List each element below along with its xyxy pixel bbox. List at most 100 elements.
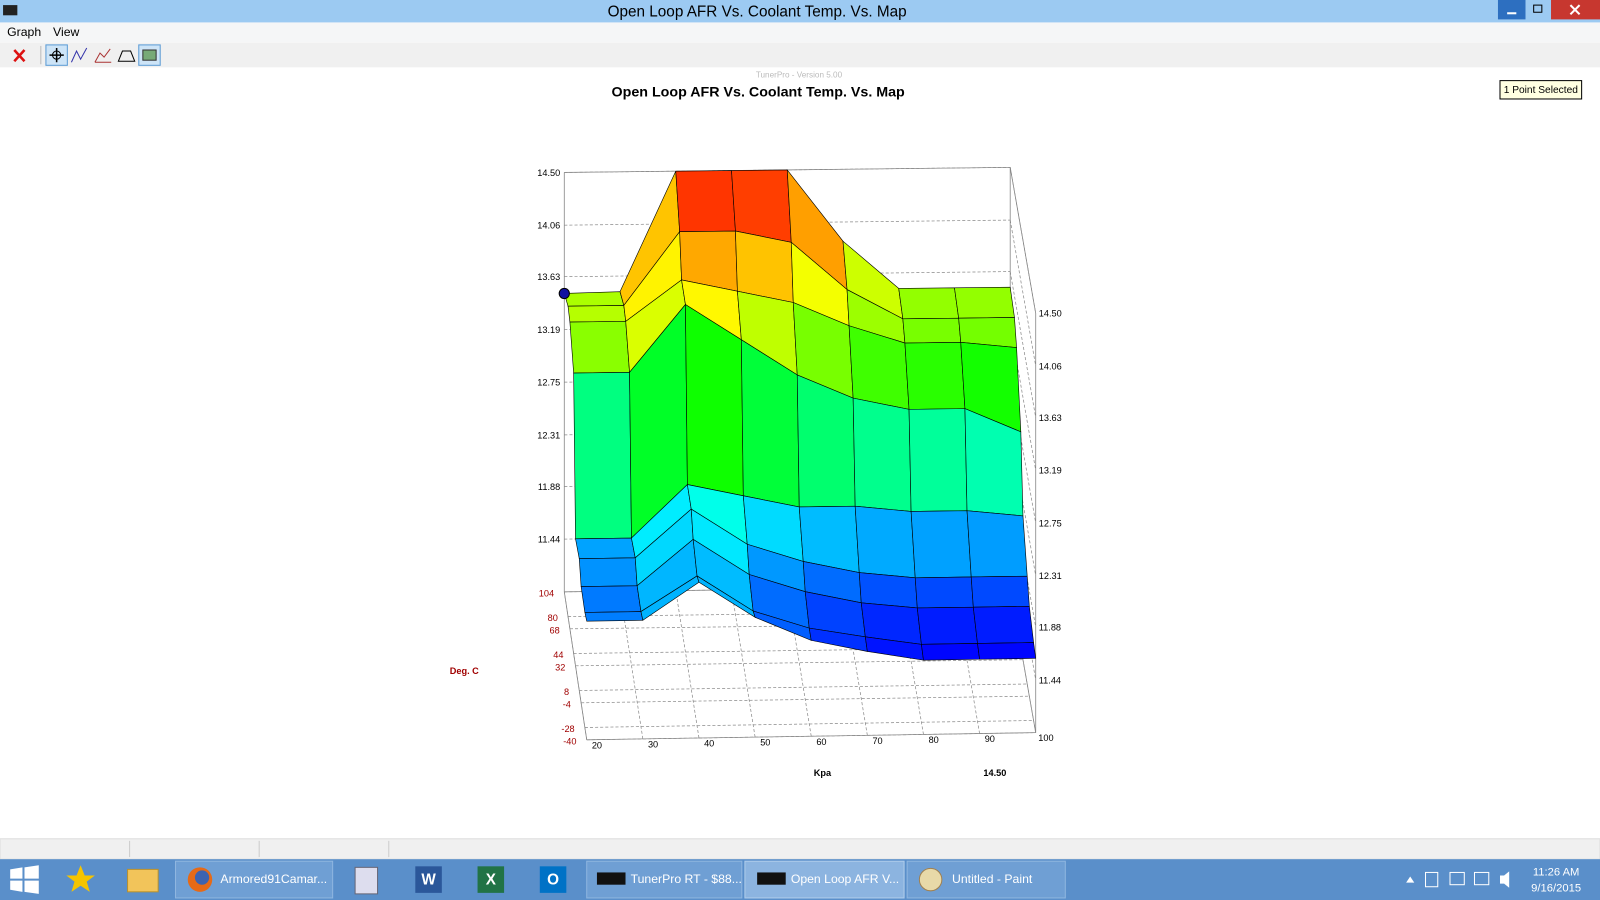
taskbar-label: Armored91Camar...: [220, 872, 327, 886]
grid-line: [584, 720, 1034, 728]
excel-icon[interactable]: [477, 866, 505, 893]
status-bar: [0, 838, 1600, 860]
x-tick-label: 40: [704, 739, 714, 749]
surface-patch: [921, 643, 980, 661]
x-tick-label: 60: [816, 737, 826, 747]
window-title: Open Loop AFR Vs. Coolant Temp. Vs. Map: [608, 3, 907, 20]
grid-line: [1009, 376, 1037, 524]
y-tick-label: -40: [563, 736, 576, 746]
y-tick-label: 8: [564, 687, 569, 697]
x-tick-label: 50: [760, 738, 770, 748]
grid-line: [1009, 271, 1037, 418]
surface-patch: [916, 606, 978, 645]
grid-line: [564, 219, 1011, 226]
selection-box: [1499, 80, 1583, 100]
grid-line: [1009, 220, 1037, 367]
menu-bar: [0, 22, 1600, 43]
grid-line: [575, 659, 1023, 667]
status-separators: [129, 840, 390, 858]
graph-area: TunerPro - Version 5.00 Open Loop AFR Vs…: [450, 71, 1583, 778]
y-tick-label: 104: [539, 588, 554, 598]
surface-patch: [575, 537, 636, 559]
surface-patch: [735, 230, 794, 303]
surface-patch: [567, 305, 627, 323]
z-tick-label: 14.50: [1039, 309, 1062, 319]
selection-label: 1 Point Selected: [1504, 85, 1579, 96]
y-tick-label: -4: [563, 699, 571, 709]
z-tick-label: 11.44: [1039, 675, 1061, 685]
surface-patch: [580, 585, 642, 613]
surface-patch: [854, 505, 916, 579]
volume-icon[interactable]: [1500, 871, 1510, 888]
restore-icon: [1533, 4, 1543, 13]
paint-icon: [918, 867, 943, 892]
z-tick-label: 12.75: [537, 378, 560, 388]
explorer-icon[interactable]: [127, 868, 159, 893]
title-bar: [0, 0, 1600, 23]
outlook-icon[interactable]: [539, 866, 567, 893]
tunerpro-icon: [596, 872, 626, 885]
print-button[interactable]: [117, 50, 136, 62]
surface-patch: [954, 286, 1015, 319]
x-tick-label: 90: [985, 734, 995, 744]
selected-point: [558, 287, 570, 300]
surface-patch: [972, 605, 1034, 644]
y-tick-label: 44: [553, 650, 563, 660]
x-tick-label: 20: [592, 740, 602, 750]
tray-icon[interactable]: [1449, 871, 1465, 886]
x-tick-label: 70: [872, 736, 882, 746]
grid-line: [581, 695, 1030, 704]
surface-patch: [914, 576, 974, 609]
z-tick-label: 11.44: [538, 535, 560, 545]
minimize-button[interactable]: [1497, 0, 1526, 20]
word-icon[interactable]: [415, 866, 442, 893]
taskbar-label: TunerPro RT - $88...: [631, 872, 742, 886]
grid-line: [1009, 324, 1037, 471]
calculator-icon[interactable]: [354, 866, 379, 895]
graph-tool-button[interactable]: [94, 48, 112, 63]
grid-line: [731, 589, 756, 738]
surface-patch: [584, 611, 644, 622]
clock-time[interactable]: 11:26 AM: [1533, 866, 1580, 878]
z-tick-label: 11.88: [1039, 623, 1061, 633]
graph-tool-button[interactable]: [70, 47, 88, 63]
toolbar: [0, 42, 1600, 68]
favorites-icon[interactable]: [66, 865, 95, 892]
z-tick-label: 12.31: [537, 430, 560, 440]
layout-icon: [142, 49, 157, 61]
clock-date[interactable]: 9/16/2015: [1531, 883, 1581, 895]
tray-icon[interactable]: [1425, 871, 1439, 888]
grid-line: [1009, 429, 1037, 576]
y-tick-label: 80: [548, 613, 558, 623]
taskbar-label: Open Loop AFR V...: [791, 872, 899, 886]
surface-patch: [970, 575, 1030, 608]
y-tick-label: 32: [555, 662, 565, 672]
y-tick-label: 68: [549, 625, 559, 635]
menu-item[interactable]: View: [53, 25, 79, 39]
surface-patch: [902, 317, 962, 344]
x-tick-label: 80: [929, 735, 939, 745]
menu-item[interactable]: Graph: [7, 25, 41, 39]
grid-line: [579, 683, 1028, 691]
surface-patch: [908, 408, 968, 512]
z-tick-label: 14.06: [1039, 361, 1062, 371]
surface-patch: [563, 291, 625, 307]
close-graph-button[interactable]: [13, 49, 26, 63]
grid-line: [564, 166, 1011, 173]
tunerpro-icon: [757, 872, 786, 885]
z-tick-label: 13.19: [1039, 466, 1062, 476]
tray-expand[interactable]: [1406, 876, 1415, 883]
move-icon: [52, 50, 62, 60]
grid-line: [675, 590, 700, 739]
app-icon[interactable]: [3, 5, 18, 16]
y-tick-label: -28: [561, 724, 574, 734]
x-axis-label: Kpa: [814, 768, 832, 778]
word-glyph: W: [421, 872, 436, 889]
start-button[interactable]: [10, 865, 39, 894]
y-axis-label: Deg. C: [450, 666, 479, 676]
restore-button[interactable]: [1525, 0, 1552, 20]
grid-line: [569, 622, 1017, 630]
tray-icon[interactable]: [1473, 871, 1490, 886]
